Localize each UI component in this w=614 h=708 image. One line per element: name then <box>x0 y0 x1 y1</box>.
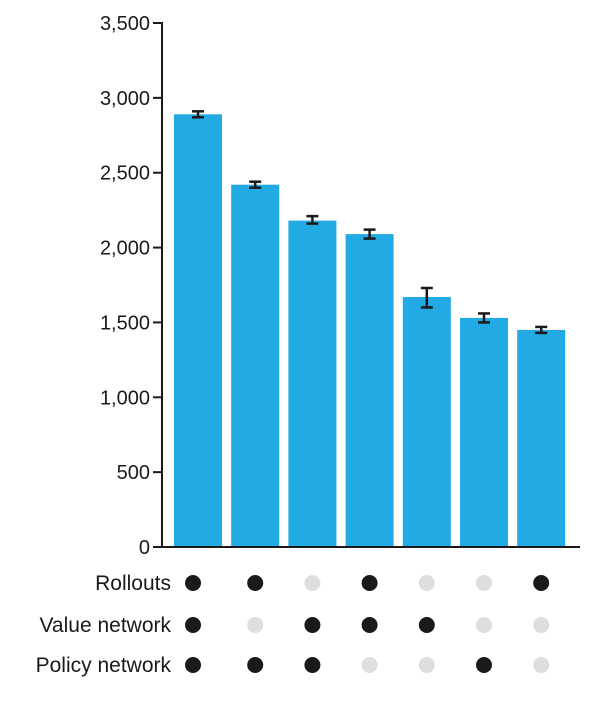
config-dot-r1-c1-on <box>185 575 201 591</box>
config-dot-r1-c3-off <box>304 575 321 591</box>
config-dot-r2-c5-on <box>418 617 435 633</box>
config-dot-r1-c2-on <box>247 575 264 591</box>
error-bar-6 <box>478 312 490 324</box>
config-row-label-1: Rollouts <box>95 572 171 595</box>
config-dot-r2-c6-off <box>476 617 492 633</box>
config-dot-r3-c3-on <box>304 657 321 673</box>
config-dot-r2-c4-on <box>361 617 378 633</box>
config-dot-r3-c6-on <box>476 657 492 673</box>
bar-3 <box>288 220 337 547</box>
error-bar-5 <box>420 286 433 309</box>
config-dot-r3-c2-on <box>247 657 264 673</box>
y-tick-label-3000: 3,000 <box>100 88 150 110</box>
config-dot-r1-c5-off <box>418 575 435 591</box>
config-dot-r2-c7-off <box>533 617 550 633</box>
config-row-label-3: Policy network <box>36 654 172 677</box>
y-tick-label-2000: 2,000 <box>100 238 150 260</box>
bar-5 <box>402 296 451 547</box>
config-dot-r1-c6-off <box>476 575 492 591</box>
config-dot-r3-c4-off <box>361 657 378 673</box>
config-dot-r2-c2-off <box>247 617 264 633</box>
config-dot-r3-c7-off <box>533 657 550 673</box>
config-dot-r1-c7-on <box>533 575 550 591</box>
error-bar-2 <box>249 180 262 189</box>
bar-2 <box>231 184 280 548</box>
y-tick-label-1500: 1,500 <box>100 312 150 334</box>
bar-1 <box>174 114 222 547</box>
y-tick-label-2500: 2,500 <box>100 163 150 185</box>
configuration-matrix: Rollouts Value network Policy network <box>36 572 550 677</box>
config-row-label-2: Value network <box>39 614 171 637</box>
error-bars-group <box>192 110 548 335</box>
error-bar-7 <box>535 325 548 335</box>
bars-group <box>174 114 566 548</box>
y-tick-label-500: 500 <box>117 462 150 484</box>
y-tick-label-0: 0 <box>139 537 150 559</box>
bar-4 <box>345 234 394 547</box>
config-dot-r3-c1-on <box>185 657 201 673</box>
config-dot-r2-c3-on <box>304 617 321 633</box>
y-tick-label-1000: 1,000 <box>100 387 150 409</box>
y-tick-label-3500: 3,500 <box>100 13 150 35</box>
config-dot-r3-c5-off <box>418 657 435 673</box>
bar-7 <box>517 329 566 547</box>
error-bar-1 <box>192 110 204 119</box>
error-bar-4 <box>363 228 376 240</box>
config-dot-r2-c1-on <box>185 617 201 633</box>
bar-6 <box>460 317 508 547</box>
y-axis: 0 500 1,000 1,500 2,000 2,500 3,000 3,500 <box>100 13 580 559</box>
error-bar-3 <box>306 214 319 225</box>
config-dot-r1-c4-on <box>361 575 378 591</box>
